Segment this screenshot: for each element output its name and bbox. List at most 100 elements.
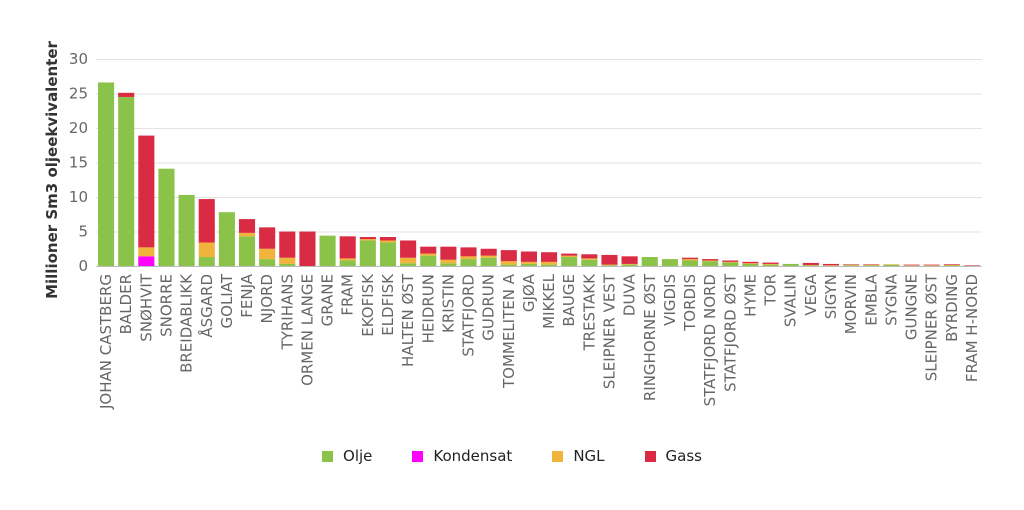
legend-swatch — [552, 450, 564, 462]
y-tick-label: 5 — [78, 223, 88, 241]
x-tick-label: RINGHORNE ØST — [641, 273, 659, 401]
x-tick-label: BAUGE — [560, 274, 578, 327]
bar-segment-gass — [299, 231, 316, 266]
x-tick-label: HYME — [741, 274, 759, 317]
bar-segment-olje — [319, 235, 336, 266]
x-tick-label: FRAM — [339, 274, 357, 316]
bar-segment-olje — [601, 265, 618, 266]
bar-segment-olje — [198, 257, 215, 266]
bar-segment-gass — [480, 248, 497, 256]
y-tick-label: 10 — [69, 188, 88, 206]
bar-segment-ngl — [198, 242, 215, 258]
bar-segment-ngl — [541, 261, 558, 265]
legend-item-olje[interactable]: Olje — [322, 447, 372, 465]
bar-segment-olje — [420, 255, 437, 266]
bar-segment-olje — [98, 82, 115, 267]
bar-segment-gass — [722, 260, 739, 262]
bar-segment-gass — [681, 257, 699, 260]
bar-segment-olje — [802, 265, 819, 266]
bar-segment-ngl — [259, 248, 276, 260]
bar-segment-olje — [218, 212, 235, 266]
legend-item-gass[interactable]: Gass — [644, 447, 702, 465]
y-tick-label: 30 — [69, 50, 88, 68]
x-tick-label: EMBLA — [862, 273, 880, 325]
bar-segment-ngl — [379, 240, 397, 243]
bar-segment-gass — [198, 199, 215, 243]
bar-segment-olje — [963, 265, 980, 267]
bar-segment-olje — [158, 168, 175, 266]
bar-segment-olje — [178, 194, 195, 266]
x-tick-label: STATFJORD NORD — [701, 274, 719, 406]
bar-segment-ngl — [903, 265, 920, 266]
y-tick-label: 0 — [78, 257, 88, 275]
bar-segment-olje — [722, 262, 739, 266]
x-tick-label: GJØA — [520, 273, 538, 312]
bar-segment-olje — [541, 264, 558, 266]
bar-segment-gass — [802, 262, 819, 265]
x-tick-label: BYRDING — [943, 274, 961, 342]
bar-segment-ngl — [621, 263, 638, 265]
x-tick-label: FENJA — [238, 273, 256, 317]
bar-segment-gass — [541, 252, 558, 262]
bar-segment-olje — [500, 264, 517, 266]
y-axis-ticks: 0 5 10 15 20 25 30 — [69, 50, 88, 275]
x-tick-label: TRESTAKK — [580, 273, 598, 352]
bar-segment-ngl — [581, 258, 598, 260]
bar-segment-olje — [400, 263, 417, 266]
bar-segment-olje — [359, 240, 376, 266]
bar-segment-gass — [238, 219, 256, 233]
bar-segment-gass — [379, 237, 397, 241]
bar-segment-olje — [440, 263, 457, 266]
bar-segment-ngl — [138, 247, 155, 257]
x-tick-label: VIGDIS — [661, 274, 679, 326]
x-tick-label: TOMMELITEN A — [500, 273, 518, 389]
bar-segment-ngl — [500, 261, 517, 265]
legend-label: NGL — [573, 447, 605, 465]
bar-segment-gass — [400, 240, 417, 258]
gridlines — [96, 59, 982, 233]
bar-segment-ngl — [681, 259, 699, 261]
bar-segment-olje — [903, 265, 920, 267]
x-tick-label: SYGNA — [882, 273, 900, 326]
x-tick-label: VEGA — [802, 273, 820, 315]
bar-segment-gass — [279, 231, 296, 258]
bar-segment-ngl — [762, 263, 779, 265]
bar-segment-gass — [581, 254, 598, 259]
x-tick-label: GOLIAT — [218, 273, 236, 328]
bar-segment-ngl — [923, 265, 940, 266]
bar-segment-ngl — [339, 258, 356, 261]
bar-segment-olje — [822, 265, 840, 267]
bar-segment-olje — [238, 236, 256, 266]
x-tick-label: JOHAN CASTBERG — [97, 274, 115, 410]
bar-segment-ngl — [400, 257, 417, 264]
legend-swatch — [412, 450, 424, 462]
bar-segment-olje — [379, 242, 397, 266]
x-tick-label: NJORD — [258, 274, 276, 323]
bar-segment-gass — [118, 92, 135, 97]
bar-segment-gass — [762, 262, 779, 264]
x-tick-label: SIGYN — [822, 274, 840, 319]
bar-segment-ngl — [460, 256, 477, 260]
bar-segment-ngl — [480, 255, 497, 258]
legend-item-kondensat[interactable]: Kondensat — [412, 447, 512, 465]
bar-segment-olje — [561, 257, 578, 266]
bar-segment-olje — [943, 265, 960, 266]
legend: Olje Kondensat NGL Gass — [0, 447, 1024, 465]
bar-segment-gass — [943, 264, 960, 265]
bar-segment-kondensat — [138, 256, 155, 266]
bar-segment-gass — [440, 246, 457, 260]
x-tick-label: HEIDRUN — [419, 274, 437, 343]
bar-segment-ngl — [722, 261, 739, 263]
x-tick-label: STATFJORD ØST — [721, 273, 739, 392]
x-tick-label: EKOFISK — [359, 273, 377, 337]
x-tick-label: STATFJORD — [460, 274, 478, 357]
bar-segment-gass — [702, 259, 719, 261]
bar-segment-gass — [339, 236, 356, 259]
x-tick-label: BALDER — [117, 274, 135, 334]
bar-segment-gass — [520, 251, 537, 262]
bar-segment-ngl — [883, 264, 900, 265]
bar-segment-olje — [259, 259, 276, 266]
x-tick-label: TYRIHANS — [278, 274, 296, 350]
x-tick-label: FRAM H-NORD — [963, 274, 981, 382]
legend-item-ngl[interactable]: NGL — [552, 447, 605, 465]
